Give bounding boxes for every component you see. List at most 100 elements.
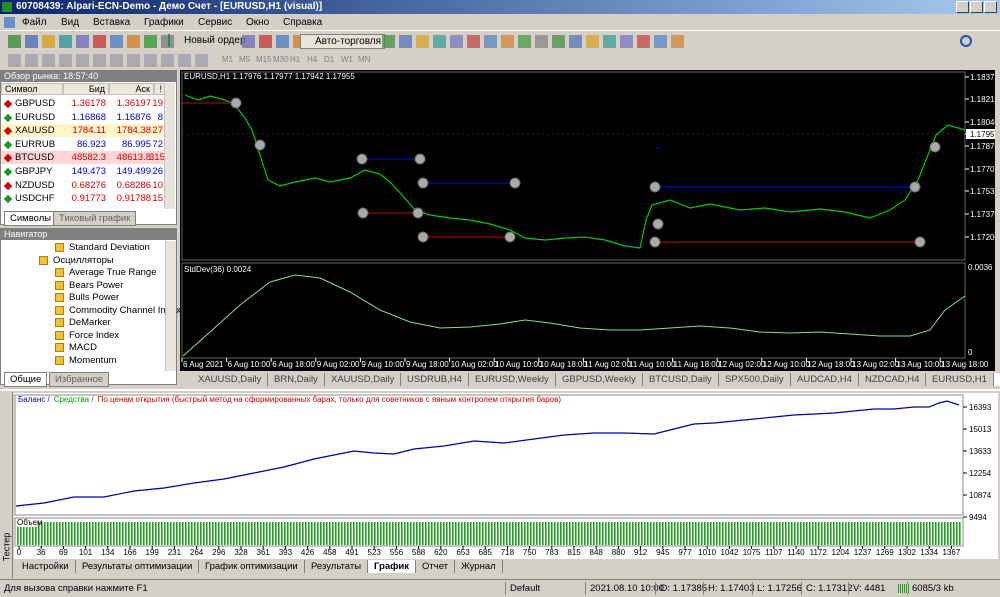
chart-tab[interactable]: EURUSD,H1	[926, 373, 994, 386]
chart-tab[interactable]: NZDCAD,H4	[859, 373, 927, 386]
row-bg[interactable]	[1, 178, 163, 192]
chart-tab[interactable]: BTCUSD,Daily	[643, 373, 719, 386]
tool-button[interactable]	[144, 54, 157, 67]
tool-button[interactable]	[535, 35, 548, 48]
tool-button[interactable]	[382, 35, 395, 48]
tool-button[interactable]	[569, 35, 582, 48]
menu-item[interactable]: Вставка	[93, 17, 131, 28]
tool-button[interactable]	[110, 35, 123, 48]
tool-button[interactable]	[161, 35, 174, 48]
tool-button[interactable]	[76, 35, 89, 48]
window-button[interactable]	[984, 1, 997, 13]
search-button[interactable]	[960, 35, 972, 47]
tree-item[interactable]: Average True Range	[69, 267, 157, 278]
row-bg[interactable]	[1, 97, 163, 110]
panel-tab[interactable]: Избранное	[49, 372, 110, 387]
tool-button[interactable]	[42, 54, 55, 67]
tool-button[interactable]	[42, 35, 55, 48]
tool-button[interactable]	[25, 35, 38, 48]
tester-tab[interactable]: Результаты	[305, 560, 369, 573]
tool-button[interactable]	[259, 35, 272, 48]
tester-tab[interactable]: Настройки	[16, 560, 76, 573]
tool-button[interactable]	[93, 54, 106, 67]
timeframe-button[interactable]: W1	[341, 55, 353, 64]
timeframe-button[interactable]: MN	[358, 55, 371, 64]
tool-button[interactable]	[399, 35, 412, 48]
tool-button[interactable]	[127, 54, 140, 67]
menu-item[interactable]: Графики	[144, 17, 184, 28]
tool-button[interactable]	[654, 35, 667, 48]
chart-tab[interactable]: XAUUSD,Daily	[325, 373, 402, 386]
tool-button[interactable]	[484, 35, 497, 48]
tool-button[interactable]	[620, 35, 633, 48]
row-bg[interactable]	[1, 192, 163, 206]
timeframe-button[interactable]: H4	[307, 55, 318, 64]
tool-button[interactable]	[552, 35, 565, 48]
menu-item[interactable]: Справка	[283, 17, 323, 28]
tool-button[interactable]	[433, 35, 446, 48]
tree-item[interactable]: Force Index	[69, 329, 120, 341]
row-bg[interactable]	[1, 137, 163, 151]
chart-tab[interactable]: BRN,Daily	[268, 373, 325, 386]
window-button[interactable]	[956, 1, 969, 13]
menu-item[interactable]: Окно	[246, 17, 270, 28]
menu-item[interactable]: Сервис	[198, 17, 233, 28]
tester-tab[interactable]: График оптимизации	[199, 560, 305, 573]
tool-button[interactable]	[59, 54, 72, 67]
column-header[interactable]: Аск	[109, 83, 154, 95]
panel-tab[interactable]: Общие	[4, 372, 48, 387]
tester-tab[interactable]: График	[368, 560, 417, 573]
tool-button[interactable]	[144, 35, 157, 48]
tree-item[interactable]: Bears Power	[69, 279, 124, 291]
tree-item[interactable]: Standard Deviation	[69, 242, 150, 253]
chart-tab[interactable]: SPX500,Daily	[719, 373, 791, 386]
tool-button[interactable]	[671, 35, 684, 48]
chart-tab[interactable]: USDRUB,H4	[401, 373, 469, 386]
tester-tab[interactable]: Отчет	[416, 560, 456, 573]
tool-button[interactable]	[467, 35, 480, 48]
menu-item[interactable]: Файл	[22, 17, 47, 28]
window-button[interactable]	[970, 1, 983, 13]
tester-tab[interactable]: Журнал	[455, 560, 503, 573]
timeframe-button[interactable]: M1	[222, 55, 234, 64]
tree-item[interactable]: Momentum	[69, 354, 117, 366]
chart-tab[interactable]: AUDCAD,H4	[791, 373, 859, 386]
row-bg[interactable]	[1, 151, 163, 165]
timeframe-button[interactable]: M15	[256, 55, 272, 64]
tool-button[interactable]	[276, 35, 289, 48]
tool-button[interactable]	[110, 54, 123, 67]
row-bg[interactable]	[1, 165, 163, 178]
chart-tab[interactable]: EURUSD,H1 (visual)	[994, 373, 1000, 386]
tool-button[interactable]	[178, 54, 191, 67]
panel-tab[interactable]: Тиковый график	[53, 211, 137, 226]
row-bg[interactable]	[1, 110, 163, 124]
chart-tab[interactable]: XAUUSD,Daily	[192, 373, 269, 386]
tool-button[interactable]	[161, 54, 174, 67]
tool-button[interactable]	[25, 54, 38, 67]
timeframe-button[interactable]: M5	[239, 55, 251, 64]
tool-button[interactable]	[76, 54, 89, 67]
tool-button[interactable]	[501, 35, 514, 48]
timeframe-button[interactable]: M30	[273, 55, 289, 64]
tool-button[interactable]	[8, 35, 21, 48]
timeframe-button[interactable]: D1	[324, 55, 335, 64]
tool-button[interactable]	[195, 54, 208, 67]
tool-button[interactable]	[450, 35, 463, 48]
tool-button[interactable]	[637, 35, 650, 48]
row-bg[interactable]	[1, 124, 163, 138]
new-order-button[interactable]: Новый ордер	[168, 34, 249, 47]
tool-button[interactable]	[127, 35, 140, 48]
tree-item[interactable]: Осцилляторы	[53, 254, 114, 266]
tool-button[interactable]	[518, 35, 531, 48]
menu-item[interactable]: Вид	[61, 17, 80, 28]
tool-button[interactable]	[586, 35, 599, 48]
tool-button[interactable]	[93, 35, 106, 48]
column-header[interactable]: Символ	[1, 83, 63, 95]
tester-tab[interactable]: Результаты оптимизации	[76, 560, 200, 573]
tree-item[interactable]: Bulls Power	[69, 292, 120, 303]
tool-button[interactable]	[603, 35, 616, 48]
tool-button[interactable]	[416, 35, 429, 48]
chart-tab[interactable]: EURUSD,Weekly	[469, 373, 556, 386]
tree-item[interactable]: DeMarker	[69, 317, 111, 328]
tree-item[interactable]: MACD	[69, 342, 97, 353]
